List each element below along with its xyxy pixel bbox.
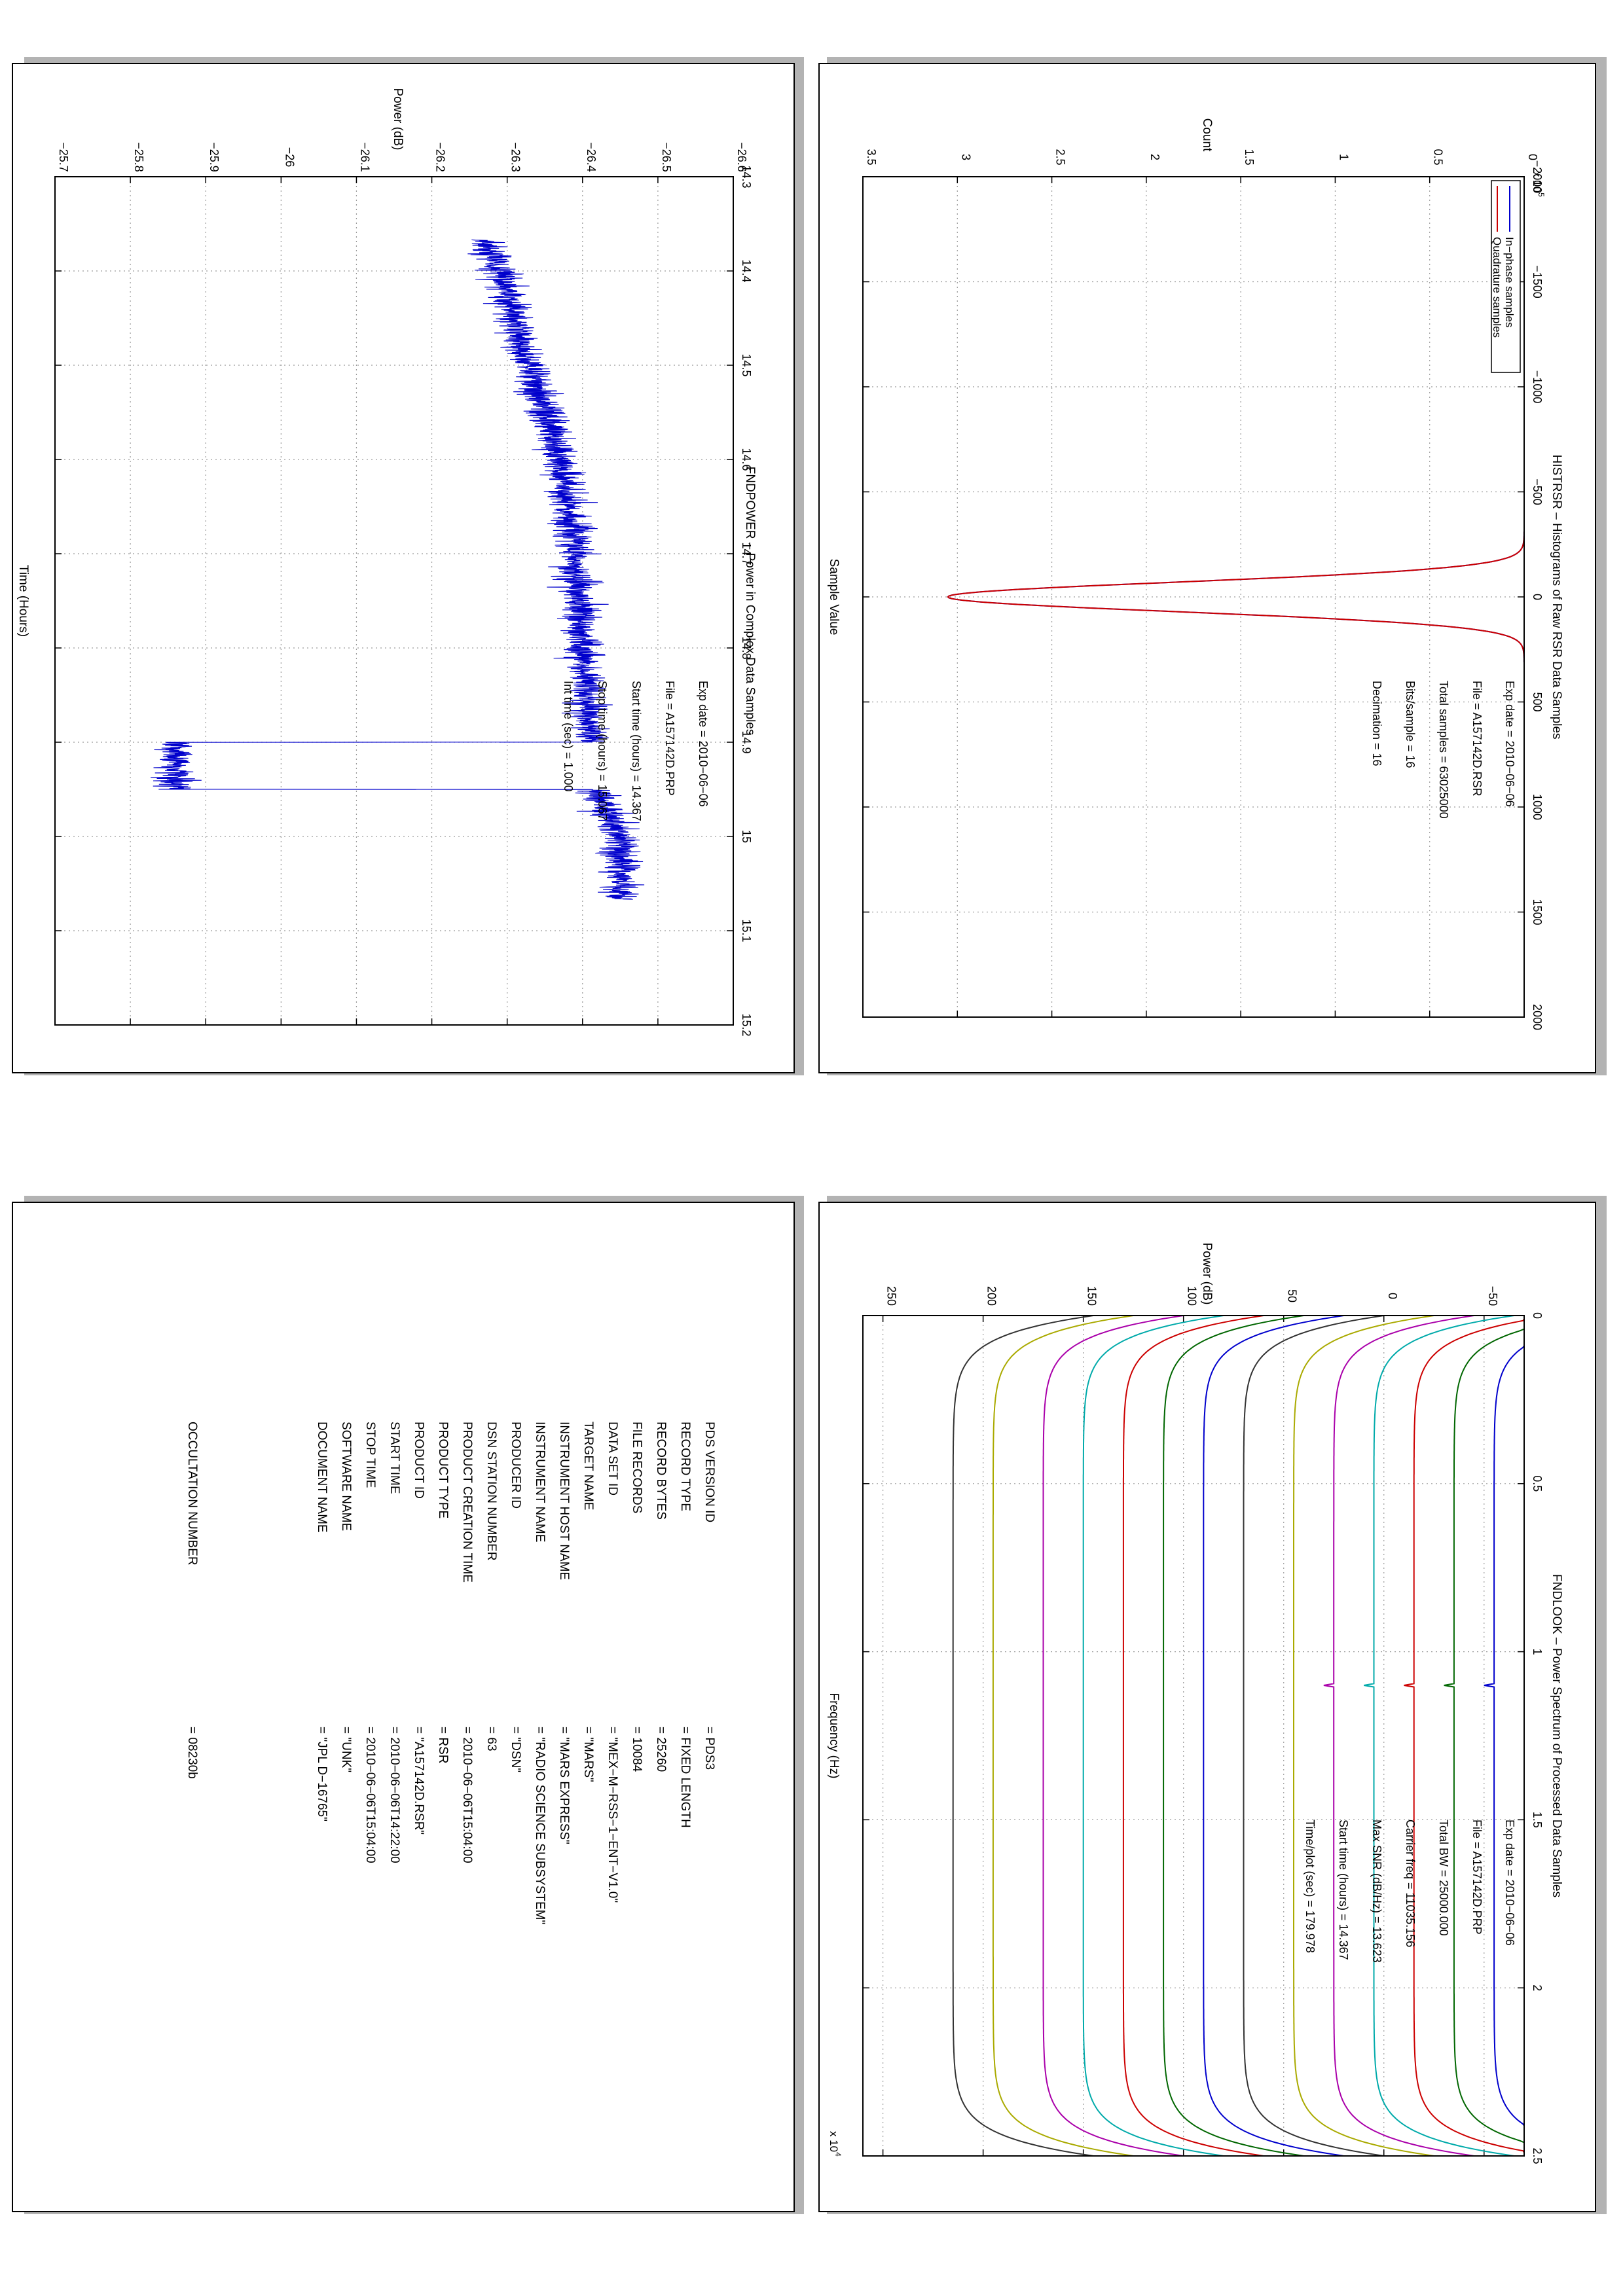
label-panel — [12, 1202, 795, 2212]
findlook-panel — [818, 1202, 1596, 2212]
histrsr-panel — [818, 63, 1596, 1073]
fndpower-panel — [12, 63, 795, 1073]
